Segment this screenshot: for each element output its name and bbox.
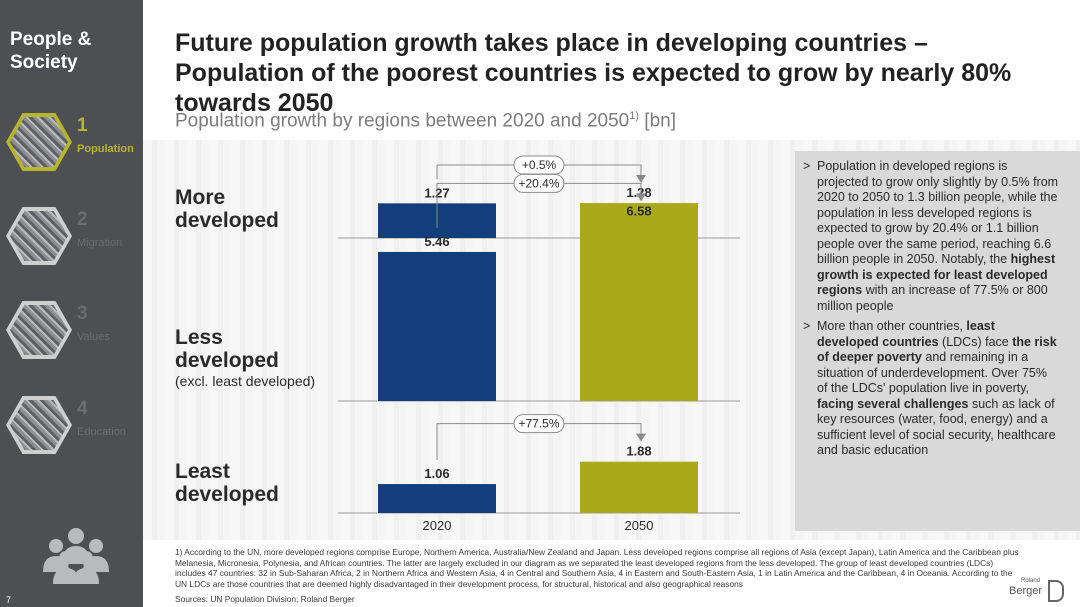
nav-item-label: Values [77, 331, 110, 343]
sidebar: People & Society 1 Population 2 Migratio… [0, 0, 143, 607]
page-title: Future population growth takes place in … [175, 29, 1012, 117]
row-sublabel-less-developed: (excl. least developed) [175, 373, 316, 389]
people-group-icon [43, 528, 109, 584]
nav-item-values[interactable]: 3 Values [0, 301, 143, 371]
row-label-less-developed: Less developed [175, 326, 279, 372]
nav-item-population[interactable]: 1 Population [0, 113, 143, 183]
page-number: 7 [6, 595, 12, 605]
growth-arrow-1 [636, 193, 646, 202]
nav-item-number: 4 [77, 398, 88, 419]
bar-value-label-0-1: 1.28 [626, 185, 651, 200]
bar-1-0 [378, 251, 496, 401]
bar-value-label-2-0: 1.06 [424, 466, 449, 481]
footnote: 1) According to the UN, more developed r… [175, 547, 1019, 589]
nav-item-number: 3 [77, 303, 88, 324]
nav-item-number: 2 [77, 209, 88, 230]
info-paragraph-1: Population in developed regions is proje… [803, 159, 1060, 314]
roland-berger-logo: Roland Berger [1009, 578, 1064, 604]
nav-item-number: 1 [77, 115, 88, 136]
growth-label-2: +77.5% [518, 417, 559, 431]
bar-value-label-1-1: 6.58 [626, 203, 651, 218]
chart-subtitle: Population growth by regions between 202… [175, 110, 676, 132]
growth-label-0: +0.5% [522, 158, 557, 172]
section-title-line1: People & [10, 29, 92, 50]
nav-item-label: Population [77, 143, 134, 155]
sources: Sources: UN Population Division; Roland … [175, 594, 355, 604]
growth-badge-2 [513, 414, 565, 434]
x-tick-label-2050: 2050 [625, 518, 654, 533]
info-paragraph-2: More than other countries, least develop… [803, 319, 1060, 459]
growth-label-1: +20.4% [518, 176, 559, 190]
row-label-more-developed: More developed [175, 186, 279, 232]
section-title: People & Society [10, 28, 91, 74]
nav-item-education[interactable]: 4 Education [0, 396, 143, 466]
nav-item-migration[interactable]: 2 Migration [0, 207, 143, 277]
section-title-line2: Society [10, 52, 78, 73]
nav-item-label: Education [77, 426, 126, 438]
migration-thumbnail-icon [6, 207, 72, 265]
growth-badge-1 [513, 173, 565, 193]
info-box: Population in developed regions is proje… [795, 151, 1080, 531]
bar-value-label-2-1: 1.88 [626, 444, 651, 459]
bar-value-label-1-0: 5.46 [424, 234, 449, 249]
growth-arrow-2 [636, 433, 646, 442]
bar-2-0 [378, 484, 496, 513]
nav-item-label: Migration [77, 237, 123, 249]
row-label-least-developed: Least developed [175, 460, 279, 506]
bar-2-1 [580, 461, 698, 513]
bar-1-1 [580, 221, 698, 401]
growth-arrow-0 [636, 175, 646, 184]
x-tick-label-2020: 2020 [423, 518, 452, 533]
